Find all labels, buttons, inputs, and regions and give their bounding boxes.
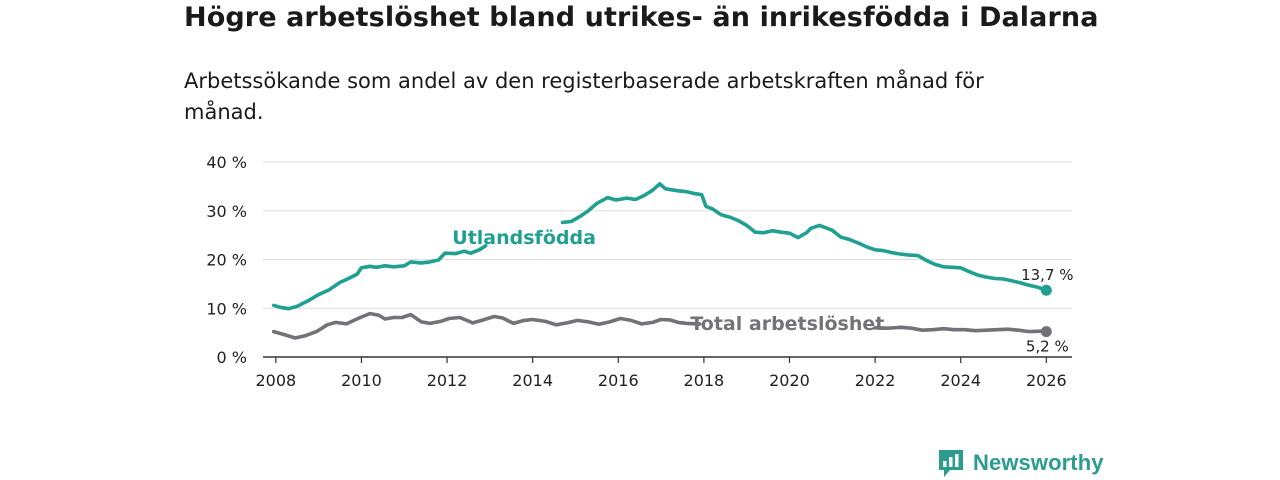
axes: 0 % 10 % 20 % 30 % 40 % 2008 2010 2012 2014 2016 2…	[206, 153, 1072, 390]
y-tick-label: 0 %	[217, 348, 247, 367]
series-line-1	[873, 325, 1049, 334]
series-label: Total arbetslöshet	[690, 313, 884, 335]
series	[271, 182, 1052, 340]
x-tick-label: 2022	[855, 371, 896, 390]
x-tick-label: 2018	[684, 371, 725, 390]
chart-title: Högre arbetslöshet bland utrikes- än inr…	[184, 2, 1099, 33]
x-tick-label: 2014	[512, 371, 553, 390]
x-tick-label: 2010	[341, 371, 382, 390]
series-line-1	[271, 311, 702, 340]
series-end-point-0	[1040, 284, 1052, 296]
x-tick-label: 2024	[940, 371, 981, 390]
x-tick-label: 2016	[598, 371, 639, 390]
labels: 13,7 % Utlandsfödda 5,2 % Total arbetslöshe…	[452, 227, 1073, 356]
y-tick-label: 30 %	[206, 202, 247, 221]
y-tick-label: 10 %	[206, 299, 247, 318]
y-tick-label: 20 %	[206, 251, 247, 270]
series-line-0	[560, 182, 1049, 292]
series-line-0	[271, 244, 488, 311]
series-label: Utlandsfödda	[452, 227, 596, 249]
series-end-point-1	[1040, 326, 1052, 338]
chart-subtitle: Arbetssökande som andel av den registerb…	[184, 69, 984, 124]
x-tick-label: 2012	[427, 371, 468, 390]
x-tick-label: 2026	[1026, 371, 1067, 390]
series-end-value-label: 13,7 %	[1021, 266, 1073, 284]
y-tick-label: 40 %	[206, 153, 247, 172]
newsworthy-logo-icon	[939, 450, 963, 477]
series-end-value-label: 5,2 %	[1026, 338, 1069, 356]
x-tick-label: 2008	[255, 371, 296, 390]
gridlines	[263, 161, 1072, 309]
x-tick-label: 2020	[769, 371, 810, 390]
brand-name: Newsworthy	[973, 450, 1104, 475]
newsworthy-logo: Newsworthy	[937, 448, 1104, 478]
